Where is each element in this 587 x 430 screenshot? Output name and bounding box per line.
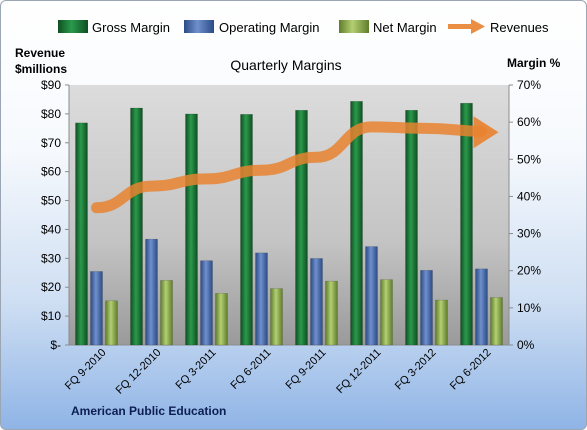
left-tick-label: $-: [50, 338, 61, 352]
legend-label-operating-margin: Operating Margin: [219, 20, 319, 35]
right-tick-label: 30%: [517, 227, 541, 241]
x-tick-label: FQ 6-2012: [448, 347, 494, 393]
right-tick-label: 0%: [517, 338, 535, 352]
operating-margin-bar: [365, 246, 378, 346]
x-tick-label: FQ 9-2011: [284, 347, 329, 392]
left-tick-label: $50: [41, 194, 61, 208]
net-margin-bar: [325, 280, 338, 346]
left-axis-title-line2: $millions: [15, 62, 67, 76]
net-margin-bar: [490, 297, 503, 346]
right-tick-label: 20%: [517, 264, 541, 278]
right-axis-ticks: 0% 10% 20% 30% 40% 50% 60% 70%: [509, 78, 541, 352]
x-axis-tick-labels: FQ 9-2010 FQ 12-2010 FQ 3-2011 FQ 6-2011 FQ …: [63, 347, 494, 397]
gross-margin-bar: [405, 110, 418, 346]
right-tick-label: 70%: [517, 78, 541, 92]
right-tick-label: 60%: [517, 115, 541, 129]
legend-item-revenues: Revenues: [448, 19, 549, 35]
net-margin-bar: [380, 279, 393, 346]
gross-margin-bar: [185, 113, 198, 346]
net-margin-swatch: [339, 20, 369, 33]
right-tick-label: 40%: [517, 189, 541, 203]
operating-margin-bar: [420, 270, 433, 346]
left-axis-ticks: $- $10 $20 $30 $40 $50 $60 $70 $80 $90: [41, 78, 69, 352]
net-margin-bar: [270, 288, 283, 346]
legend-label-gross-margin: Gross Margin: [92, 20, 170, 35]
revenues-arrow-head: [473, 116, 499, 149]
gross-margin-bar: [240, 114, 253, 346]
net-margin-bar: [435, 299, 448, 346]
operating-margin-bar: [145, 238, 158, 346]
legend: Gross Margin Operating Margin Net Margin…: [58, 19, 549, 35]
right-tick-label: 50%: [517, 152, 541, 166]
net-margin-bar: [160, 280, 173, 346]
revenues-arrow-icon: [448, 19, 485, 34]
net-margin-bar: [215, 293, 228, 346]
gross-margin-bar: [75, 122, 88, 346]
right-axis-title: Margin %: [507, 56, 561, 70]
gross-margin-bar: [350, 101, 363, 346]
operating-margin-bar: [255, 252, 268, 346]
left-tick-label: $80: [41, 107, 61, 121]
company-name: American Public Education: [71, 404, 226, 418]
x-tick-label: FQ 3-2011: [174, 347, 219, 392]
left-tick-label: $60: [41, 165, 61, 179]
left-tick-label: $90: [41, 78, 61, 92]
legend-item-gross-margin: Gross Margin: [58, 20, 170, 35]
left-tick-label: $70: [41, 136, 61, 150]
operating-margin-swatch: [184, 20, 214, 33]
bars: [75, 101, 503, 346]
legend-item-operating-margin: Operating Margin: [184, 20, 319, 35]
left-tick-label: $10: [41, 309, 61, 323]
revenues-series: [91, 116, 499, 214]
x-tick-label: FQ 9-2010: [63, 347, 109, 393]
gross-margin-swatch: [58, 20, 88, 33]
operating-margin-bar: [475, 268, 488, 346]
x-tick-label: FQ 12-2011: [334, 347, 383, 396]
legend-item-net-margin: Net Margin: [339, 20, 437, 35]
legend-label-revenues: Revenues: [490, 20, 549, 35]
gross-margin-bar: [130, 107, 143, 346]
x-tick-label: FQ 12-2010: [114, 347, 164, 397]
net-margin-bar: [105, 300, 118, 346]
operating-margin-bar: [90, 271, 103, 346]
gross-margin-bar: [460, 102, 473, 346]
left-tick-label: $40: [41, 222, 61, 236]
left-tick-label: $30: [41, 251, 61, 265]
x-tick-label: FQ 3-2012: [393, 347, 439, 393]
x-tick-label: FQ 6-2011: [229, 347, 274, 392]
operating-margin-bar: [200, 260, 213, 346]
gross-margin-bar: [295, 110, 308, 346]
operating-margin-bar: [310, 258, 323, 346]
revenues-line: [91, 121, 487, 214]
chart-title: Quarterly Margins: [230, 57, 341, 73]
right-tick-label: 10%: [517, 301, 541, 315]
left-axis-title-line1: Revenue: [15, 46, 65, 60]
legend-label-net-margin: Net Margin: [373, 20, 437, 35]
left-tick-label: $20: [41, 280, 61, 294]
